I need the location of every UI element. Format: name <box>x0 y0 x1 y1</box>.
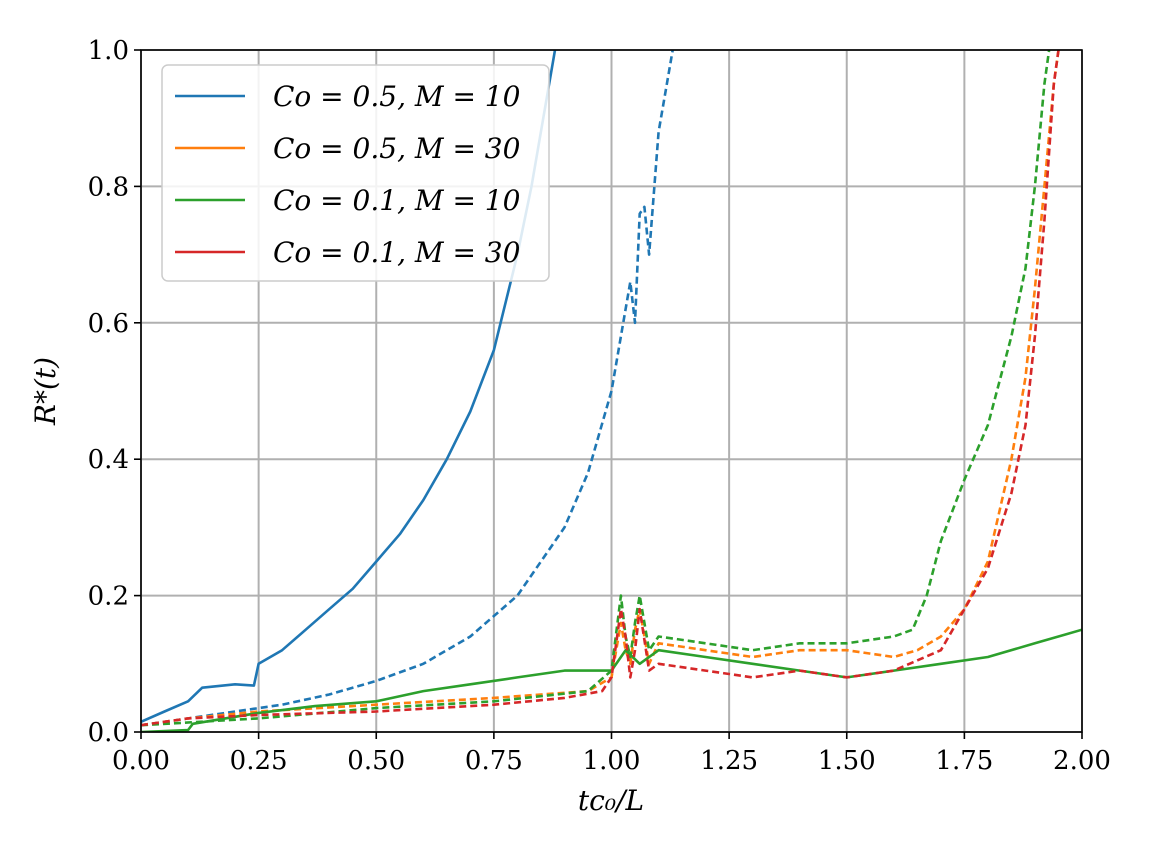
series-lines <box>141 50 1082 732</box>
x-tick-label: 0.00 <box>112 746 170 776</box>
x-tick-label: 1.00 <box>583 746 641 776</box>
y-tick-label: 0.8 <box>88 172 129 202</box>
x-tick-label: 1.25 <box>700 746 758 776</box>
legend-label: Co = 0.1, M = 30 <box>273 236 520 269</box>
x-tick-label: 1.50 <box>818 746 876 776</box>
y-axis-label: R*(t) <box>29 357 62 426</box>
series-line-5 <box>141 50 1060 727</box>
series-line-0 <box>141 50 557 723</box>
series-line-2 <box>141 50 1060 727</box>
series-group <box>141 50 1082 732</box>
series-line-4 <box>141 50 1051 727</box>
legend: Co = 0.5, M = 10 Co = 0.5, M = 30 Co = 0.1… <box>161 64 550 282</box>
legend-box <box>161 64 550 282</box>
series-line-1 <box>141 50 674 727</box>
y-tick-label: 0.2 <box>88 582 129 612</box>
y-tick-label: 0.4 <box>88 445 129 475</box>
x-axis-ticks: 0.00 0.25 0.50 0.75 1.00 1.25 1.50 1.75 2.00 <box>112 732 1111 776</box>
x-tick-label: 0.25 <box>230 746 288 776</box>
x-tick-label: 1.75 <box>935 746 993 776</box>
series-line-3 <box>141 628 1082 732</box>
x-tick-label: 2.00 <box>1053 746 1111 776</box>
y-tick-label: 0.0 <box>88 718 129 748</box>
y-tick-label: 1.0 <box>88 36 129 66</box>
y-axis-ticks: 0.0 0.2 0.4 0.6 0.8 1.0 <box>88 36 141 748</box>
legend-label: Co = 0.5, M = 10 <box>273 80 520 113</box>
y-tick-label: 0.6 <box>88 309 129 339</box>
legend-label: Co = 0.5, M = 30 <box>273 132 520 165</box>
x-tick-label: 0.50 <box>347 746 405 776</box>
legend-items: Co = 0.5, M = 10 Co = 0.5, M = 30 Co = 0.1… <box>175 80 520 269</box>
legend-label: Co = 0.1, M = 10 <box>273 184 520 217</box>
x-axis-label: tc₀/L <box>578 784 644 817</box>
x-tick-label: 0.75 <box>465 746 523 776</box>
